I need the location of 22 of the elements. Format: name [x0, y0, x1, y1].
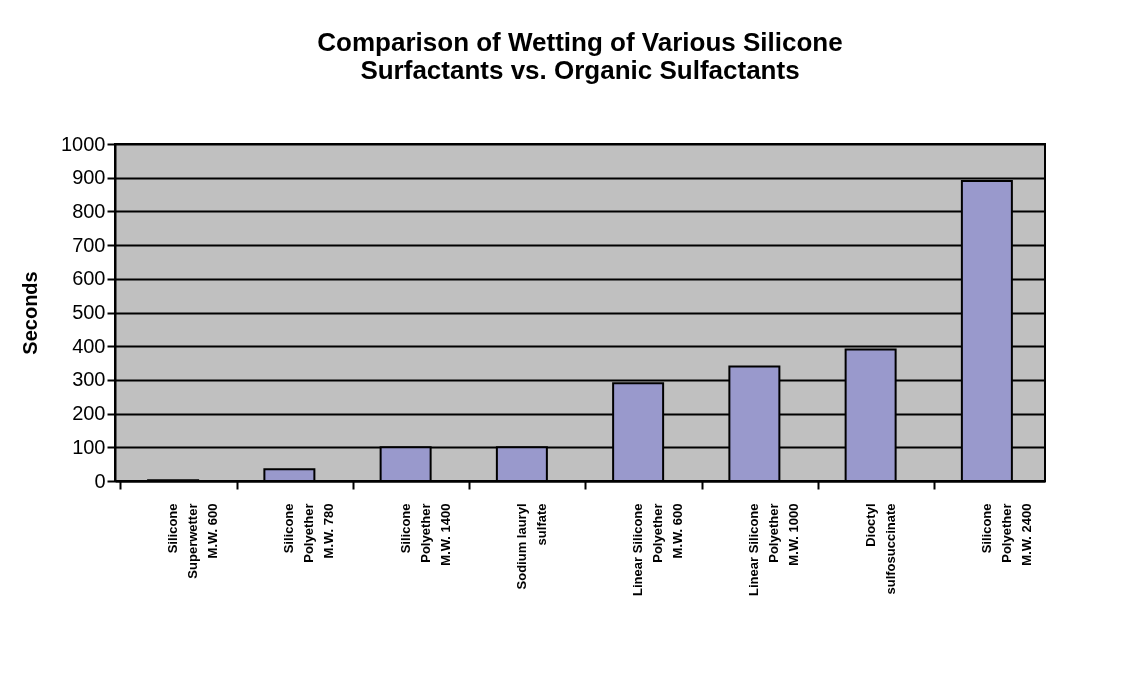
- x-tick-label: Dioctyl sulfosuccinate: [862, 503, 898, 595]
- x-tick-label: Sodium lauryl sulfate: [513, 503, 549, 590]
- x-tick-label: Silicone Superwetter M.W. 600: [165, 503, 221, 579]
- y-tick-label: 600: [72, 267, 106, 290]
- y-tick-label: 1000: [61, 132, 106, 155]
- x-tick-label: Silicone Polyether M.W. 780: [281, 503, 337, 563]
- y-tick-label: 500: [72, 301, 106, 323]
- y-tick-label: 0: [94, 469, 106, 492]
- y-tick-label: 900: [72, 166, 106, 189]
- text: Comparison of Wetting of Various Silicone: [317, 27, 843, 57]
- y-tick-label: 100: [72, 435, 106, 458]
- y-axis-title: Seconds: [19, 271, 42, 355]
- y-tick-label: 400: [72, 334, 106, 357]
- x-tick-label: Silicone Polyether M.W. 1400: [397, 503, 453, 566]
- y-tick-label: 700: [72, 233, 106, 256]
- y-tick-label: 300: [72, 368, 106, 391]
- text: Surfactants vs. Organic Sulfactants: [360, 55, 800, 85]
- x-tick-label: Linear Silicone Polyether M.W. 1000: [746, 503, 802, 596]
- x-tick-label: Linear Silicone Polyether M.W. 600: [630, 503, 686, 596]
- x-tick-label: Silicone Polyether M.W. 2400: [978, 503, 1034, 566]
- y-tick-label: 800: [72, 199, 106, 222]
- y-tick-label: 200: [72, 402, 106, 425]
